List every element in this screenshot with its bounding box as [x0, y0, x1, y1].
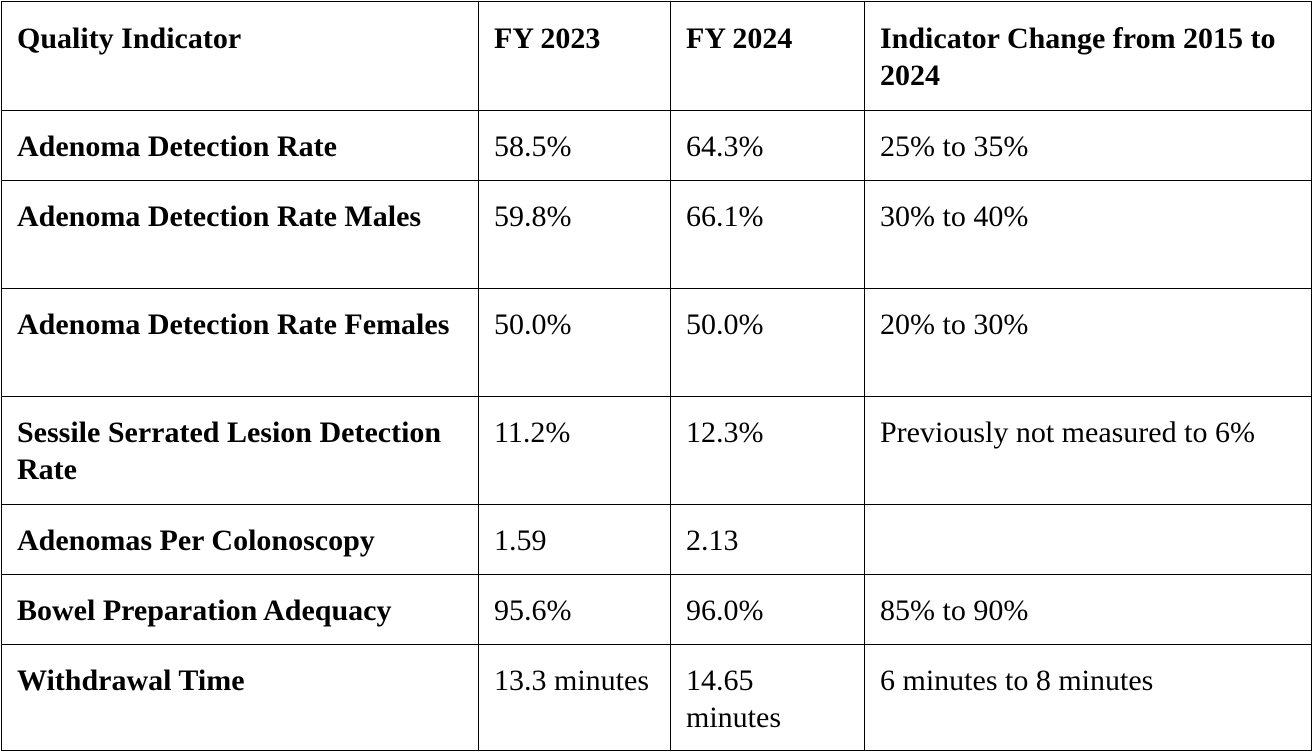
fy-2023-value: 95.6% — [478, 574, 671, 645]
fy-2024-value: 64.3% — [670, 110, 865, 181]
fy-2023-value: 13.3 minutes — [478, 644, 671, 751]
header-quality-indicator: Quality Indicator — [1, 1, 479, 111]
indicator-change-value: 20% to 30% — [864, 288, 1312, 397]
fy-2024-value: 50.0% — [670, 288, 865, 397]
fy-2023-value: 50.0% — [478, 288, 671, 397]
fy-2024-value: 2.13 — [670, 504, 865, 575]
table-row: Sessile Serrated Lesion Detection Rate 1… — [1, 396, 1312, 505]
fy-2023-value: 1.59 — [478, 504, 671, 575]
table-row: Adenomas Per Colonoscopy 1.59 2.13 — [1, 504, 1312, 575]
header-fy-2024: FY 2024 — [670, 1, 865, 111]
indicator-name: Adenoma Detection Rate Females — [1, 288, 479, 397]
table-row: Adenoma Detection Rate 58.5% 64.3% 25% t… — [1, 110, 1312, 181]
table-row: Adenoma Detection Rate Males 59.8% 66.1%… — [1, 180, 1312, 289]
fy-2023-value: 11.2% — [478, 396, 671, 505]
fy-2024-value: 96.0% — [670, 574, 865, 645]
fy-2024-value: 12.3% — [670, 396, 865, 505]
indicator-name: Adenoma Detection Rate Males — [1, 180, 479, 289]
table-header-row: Quality Indicator FY 2023 FY 2024 Indica… — [1, 1, 1312, 111]
table-row: Withdrawal Time 13.3 minutes 14.65 minut… — [1, 644, 1312, 751]
indicator-name: Withdrawal Time — [1, 644, 479, 751]
table-row: Adenoma Detection Rate Females 50.0% 50.… — [1, 288, 1312, 397]
header-indicator-change: Indicator Change from 2015 to 2024 — [864, 1, 1312, 111]
indicator-name: Adenoma Detection Rate — [1, 110, 479, 181]
table-row: Bowel Preparation Adequacy 95.6% 96.0% 8… — [1, 574, 1312, 645]
fy-2024-value: 66.1% — [670, 180, 865, 289]
indicator-change-value — [864, 504, 1312, 575]
fy-2023-value: 58.5% — [478, 110, 671, 181]
indicator-name: Sessile Serrated Lesion Detection Rate — [1, 396, 479, 505]
fy-2024-value: 14.65 minutes — [670, 644, 865, 751]
indicator-change-value: 30% to 40% — [864, 180, 1312, 289]
indicator-name: Bowel Preparation Adequacy — [1, 574, 479, 645]
fy-2023-value: 59.8% — [478, 180, 671, 289]
indicator-change-value: 85% to 90% — [864, 574, 1312, 645]
indicator-name: Adenomas Per Colonoscopy — [1, 504, 479, 575]
indicator-change-value: 25% to 35% — [864, 110, 1312, 181]
header-fy-2023: FY 2023 — [478, 1, 671, 111]
indicator-change-value: 6 minutes to 8 minutes — [864, 644, 1312, 751]
indicator-change-value: Previously not measured to 6% — [864, 396, 1312, 505]
